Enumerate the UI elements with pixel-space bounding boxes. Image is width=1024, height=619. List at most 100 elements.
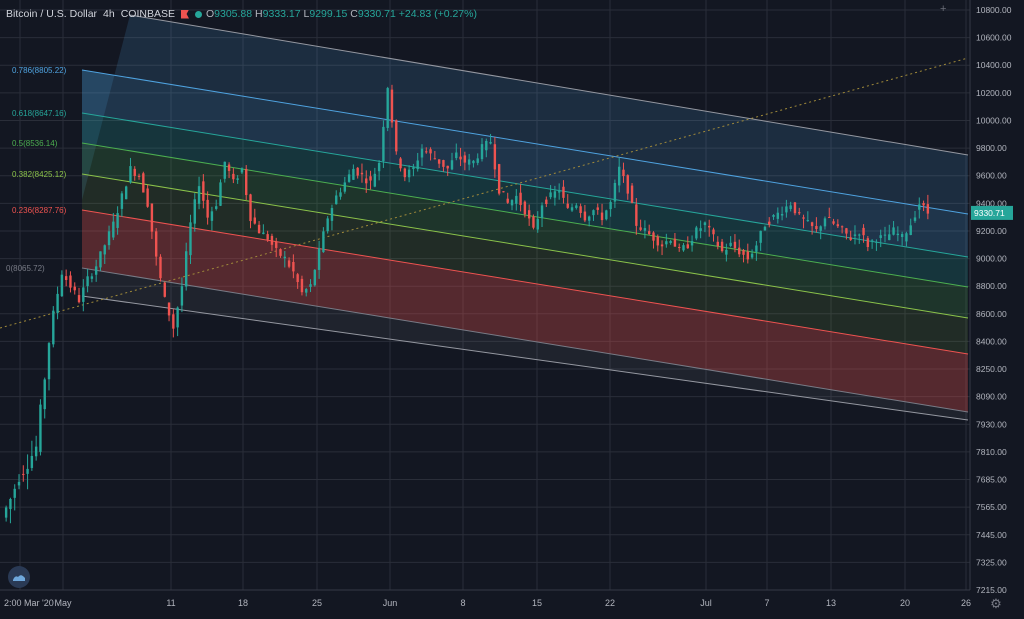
- candle-body: [64, 276, 68, 281]
- candle-body: [682, 245, 685, 251]
- candle-body: [819, 226, 822, 231]
- candle-body: [395, 120, 398, 152]
- candle-body: [493, 144, 497, 170]
- candle-body: [536, 218, 539, 230]
- time-axis-tick-label: Jun: [383, 598, 398, 608]
- candle-body: [30, 455, 34, 468]
- time-axis-tick-label: 20: [900, 598, 910, 608]
- candle-body: [184, 251, 188, 287]
- candle-body: [442, 160, 445, 167]
- candle-body: [459, 156, 462, 160]
- candle-body: [845, 228, 848, 234]
- candle-body: [352, 168, 355, 180]
- candle-body: [150, 203, 154, 232]
- candle-body: [686, 244, 689, 249]
- candle-body: [892, 227, 895, 235]
- fib-level-label: 0.236(8287.76): [12, 206, 67, 215]
- candle-body: [665, 241, 668, 245]
- tradingview-logo-icon[interactable]: [8, 566, 30, 588]
- candle-body: [862, 227, 865, 236]
- price-axis-tick-label: 10000.00: [976, 115, 1012, 125]
- time-axis-tick-label: 2:00: [4, 598, 22, 608]
- candle-body: [154, 231, 158, 257]
- flag-icon[interactable]: [180, 9, 189, 19]
- symbol-name[interactable]: Bitcoin / U.S. Dollar: [6, 8, 98, 20]
- add-indicator-icon[interactable]: +: [940, 3, 947, 15]
- candle-body: [236, 178, 239, 180]
- candle-body: [742, 249, 745, 255]
- candle-body: [630, 185, 634, 203]
- interval-label[interactable]: 4h: [103, 8, 115, 20]
- gear-icon[interactable]: ⚙: [990, 596, 1002, 611]
- candle-body: [562, 186, 565, 198]
- candle-body: [120, 193, 124, 209]
- price-axis-tick-label: 9000.00: [976, 254, 1007, 264]
- candle-body: [708, 225, 711, 228]
- candle-body: [429, 149, 432, 154]
- candle-body: [523, 201, 527, 215]
- candle-body: [463, 155, 467, 163]
- candle-body: [34, 446, 38, 457]
- candle-body: [13, 488, 16, 498]
- candle-body: [858, 234, 861, 236]
- candle-body: [455, 152, 458, 159]
- candle-body: [137, 175, 141, 177]
- candle-body: [918, 204, 921, 210]
- fib-band: [82, 174, 968, 354]
- candle-body: [532, 216, 535, 228]
- candle-body: [798, 212, 801, 214]
- exchange-label: COINBASE: [120, 8, 175, 20]
- time-axis-tick-label: 25: [312, 598, 322, 608]
- candle-body: [133, 168, 136, 176]
- candle-body: [56, 293, 59, 313]
- candle-body: [420, 148, 424, 158]
- candle-body: [695, 227, 698, 239]
- price-axis-tick-label: 7685.00: [976, 475, 1007, 485]
- candle-body: [124, 186, 128, 200]
- candle-body: [227, 164, 231, 171]
- candle-body: [60, 274, 64, 297]
- candle-body: [47, 343, 51, 380]
- fib-band: [82, 143, 968, 318]
- candle-body: [527, 210, 531, 219]
- candle-body: [283, 256, 287, 259]
- candle-body: [116, 213, 119, 228]
- candle-body: [377, 162, 381, 172]
- last-price-badge: [971, 205, 1013, 220]
- candle-body: [206, 199, 209, 218]
- fib-level-line: [81, 267, 969, 413]
- candle-body: [240, 168, 244, 173]
- candle-body: [669, 240, 672, 244]
- time-axis-tick-label: 18: [238, 598, 248, 608]
- price-axis-tick-label: 8400.00: [976, 336, 1007, 346]
- candle-body: [300, 278, 304, 293]
- price-axis-tick-label: 8250.00: [976, 364, 1007, 374]
- last-price-label: 9330.71: [974, 208, 1005, 218]
- change-value: +24.83 (+0.27%): [398, 8, 477, 20]
- price-axis-tick-label: 8600.00: [976, 309, 1007, 319]
- candle-body: [660, 244, 664, 247]
- time-axis-tick-label: 13: [826, 598, 836, 608]
- candle-body: [763, 226, 767, 231]
- candle-body: [746, 251, 750, 260]
- candle-body: [215, 206, 218, 209]
- candle-body: [347, 174, 351, 182]
- candle-body: [725, 249, 728, 255]
- ohlc-values: O 9305.88 H 9333.17 L 9299.15 C 9330.71 +24.…: [194, 8, 477, 20]
- candle-body: [926, 204, 930, 214]
- candle-body: [506, 198, 509, 203]
- candle-body: [489, 142, 492, 144]
- candle-body: [570, 207, 574, 211]
- candle-body: [86, 276, 89, 287]
- candle-body: [69, 275, 72, 288]
- candle-body: [450, 160, 454, 170]
- candle-body: [433, 158, 437, 160]
- candle-body: [270, 235, 274, 245]
- candle-body: [112, 221, 115, 238]
- candle-body: [836, 224, 840, 227]
- price-axis-tick-label: 10600.00: [976, 33, 1012, 43]
- candle-body: [275, 241, 278, 248]
- candle-body: [262, 232, 265, 235]
